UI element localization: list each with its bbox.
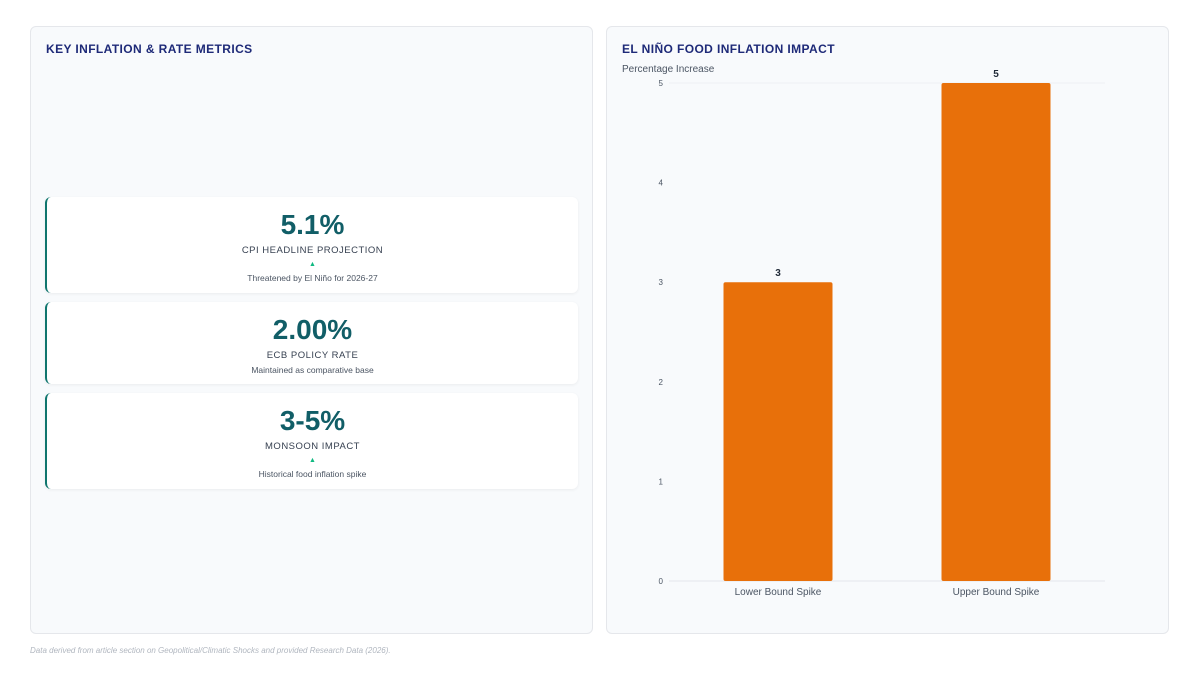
metric-note: Historical food inflation spike — [258, 469, 367, 479]
y-tick-label: 1 — [659, 477, 664, 486]
metric-card-cpi: 5.1% CPI HEADLINE PROJECTION ▲ Threatene… — [45, 197, 578, 293]
metric-card-ecb: 2.00% ECB POLICY RATE Maintained as comp… — [45, 302, 578, 384]
y-tick-label: 5 — [659, 79, 664, 88]
chart-panel: EL NIÑO FOOD INFLATION IMPACT Percentage… — [606, 26, 1169, 634]
metrics-panel: KEY INFLATION & RATE METRICS 5.1% CPI HE… — [30, 26, 593, 634]
trend-up-icon: ▲ — [309, 457, 316, 464]
trend-up-icon: ▲ — [309, 261, 316, 268]
y-tick-label: 0 — [659, 577, 664, 586]
x-tick-label: Upper Bound Spike — [953, 587, 1040, 598]
metric-label: MONSOON IMPACT — [265, 441, 360, 452]
x-tick-label: Lower Bound Spike — [735, 587, 822, 598]
metric-value: 5.1% — [280, 209, 345, 240]
bars: 35 — [723, 69, 1051, 581]
y-tick-label: 2 — [659, 378, 664, 387]
footnote: Data derived from article section on Geo… — [30, 646, 391, 655]
metric-label: CPI HEADLINE PROJECTION — [241, 245, 384, 256]
bar-value-label: 3 — [775, 268, 781, 279]
metric-card-monsoon: 3-5% MONSOON IMPACT ▲ Historical food in… — [45, 393, 578, 489]
metric-value: 2.00% — [272, 314, 353, 345]
bar-value-label: 5 — [993, 69, 999, 80]
bar — [723, 282, 833, 581]
chart-panel-title: EL NIÑO FOOD INFLATION IMPACT — [622, 42, 835, 56]
metric-value: 3-5% — [279, 405, 346, 436]
metrics-panel-title: KEY INFLATION & RATE METRICS — [46, 42, 253, 56]
y-axis-label: Percentage Increase — [622, 64, 715, 75]
x-axis: Lower Bound Spike Upper Bound Spike — [735, 587, 1040, 598]
metric-label: ECB POLICY RATE — [266, 350, 359, 361]
metric-note: Threatened by El Niño for 2026-27 — [247, 273, 378, 283]
bar — [941, 83, 1051, 581]
y-tick-label: 4 — [659, 179, 664, 188]
metric-note: Maintained as comparative base — [251, 365, 374, 375]
y-tick-label: 3 — [659, 278, 664, 287]
